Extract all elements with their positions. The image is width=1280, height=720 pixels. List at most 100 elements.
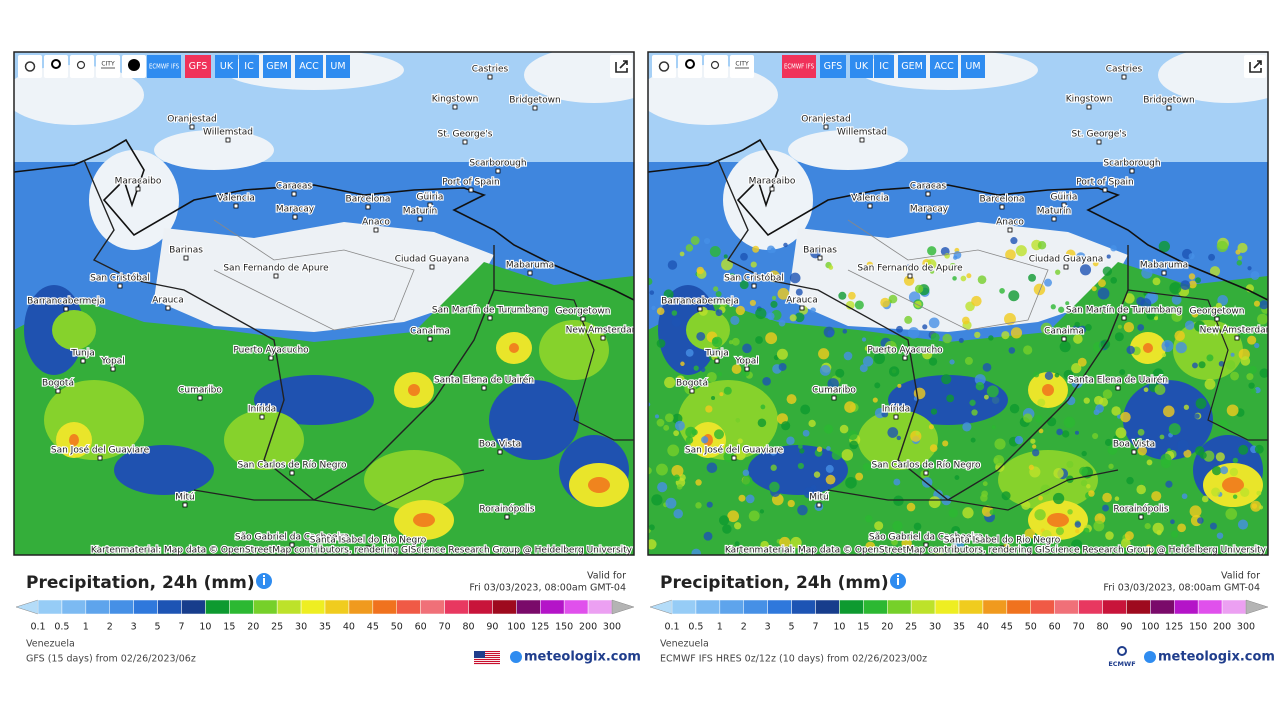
model-label[interactable]: UM [965,61,980,72]
speckle [717,371,723,377]
speckle [1117,414,1122,419]
speckle [695,502,702,509]
model-button[interactable] [874,55,894,78]
speckle [1204,378,1216,390]
model-button[interactable] [295,55,323,78]
model-button[interactable] [898,55,926,78]
light-green [858,410,938,470]
speckle [952,276,957,281]
legend-label: 5 [155,622,161,633]
speckle [1071,376,1083,389]
speckle [1074,521,1082,528]
speckle [1251,503,1258,509]
legend-label: 40 [977,622,989,633]
tool-button[interactable] [18,55,42,78]
model-button[interactable] [147,55,181,78]
tool-button[interactable] [44,55,68,78]
region: Venezuela [660,639,709,650]
city-marker [831,395,837,401]
speckle [975,382,985,391]
speckle [663,424,670,431]
city-label: Boa Vista [1113,440,1155,450]
city-marker [1096,139,1102,145]
city-marker [135,186,141,192]
speckle [928,317,940,329]
model-button[interactable] [215,55,238,78]
speckle [1248,382,1255,389]
model-button[interactable] [185,55,211,78]
model-button[interactable] [239,55,259,78]
model-button[interactable] [263,55,291,78]
speckle [648,524,655,531]
valid-time: Fri 03/03/2023, 08:00am GMT-04 [1103,583,1260,594]
city-marker [165,305,171,311]
speckle [855,472,864,481]
city-marker [926,214,932,220]
city-toggle[interactable]: CITY [101,61,115,68]
model-label[interactable]: IC [244,61,254,72]
tool-button[interactable] [730,55,754,78]
model-label[interactable]: GFS [189,61,208,72]
city-marker [487,315,493,321]
speckle [1010,327,1023,339]
speckle [1154,316,1159,321]
city-label: Arauca [786,296,818,306]
tool-button[interactable] [70,55,94,78]
model-label[interactable]: ACC [299,61,319,72]
speckle [994,438,1006,450]
model-label[interactable]: UK [220,61,234,72]
speckle [1008,290,1020,302]
model-label[interactable]: IC [879,61,889,72]
cloud [14,65,144,125]
model-button[interactable] [961,55,985,78]
tool-button[interactable] [678,55,702,78]
speckle [1071,362,1082,374]
speckle [1258,505,1264,510]
model-label[interactable]: GEM [266,61,288,72]
model-button[interactable] [782,55,816,78]
city-marker [289,542,295,548]
tool-button[interactable] [652,55,676,78]
speckle [648,277,653,286]
legend-label: 3 [765,622,771,633]
city-marker [289,470,295,476]
speckle [1078,325,1087,334]
model-button[interactable] [820,55,846,78]
model-button[interactable] [326,55,350,78]
speckle [964,356,973,365]
speckle [1254,342,1260,349]
speckle [735,305,746,316]
city-label: San Fernando de Apure [857,264,963,274]
speckle [656,463,668,476]
legend-label: 0.5 [54,622,69,633]
flag-stripe [474,663,500,665]
speckle [1034,414,1043,423]
speckle [845,477,857,489]
city-marker [292,214,298,220]
model-label[interactable]: ECMWF IFS [149,63,179,71]
speckle [1159,434,1165,440]
speckle [929,444,938,452]
legend-swatch [540,599,565,615]
model-button[interactable] [930,55,958,78]
model-label[interactable]: UK [855,61,869,72]
speckle [1037,398,1046,407]
speckle [1183,449,1192,458]
legend-label: 80 [462,622,474,633]
model-label[interactable]: GFS [824,61,843,72]
model-button[interactable] [850,55,873,78]
legend-swatch [743,599,768,615]
city-marker [1214,316,1220,322]
model-label[interactable]: GEM [901,61,923,72]
model-label[interactable]: UM [330,61,345,72]
city-toggle[interactable]: CITY [735,61,749,68]
legend-label: 100 [507,622,525,633]
city-marker [417,216,423,222]
model-label[interactable]: ECMWF IFS [784,63,814,71]
city-marker [1115,385,1121,391]
city-label: Valencia [851,194,889,204]
speckle [1230,352,1235,357]
tool-button[interactable] [96,55,120,78]
tool-button[interactable] [704,55,728,78]
model-label[interactable]: ACC [934,61,954,72]
